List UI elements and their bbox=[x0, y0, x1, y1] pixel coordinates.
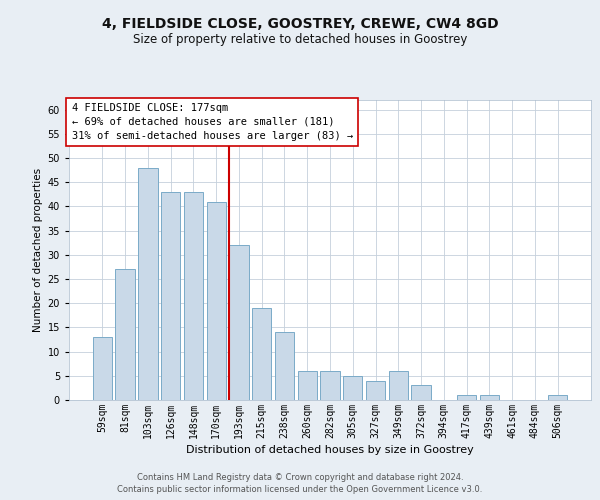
Bar bbox=[275, 332, 294, 400]
Bar bbox=[184, 192, 203, 400]
Bar bbox=[366, 380, 385, 400]
Text: 4, FIELDSIDE CLOSE, GOOSTREY, CREWE, CW4 8GD: 4, FIELDSIDE CLOSE, GOOSTREY, CREWE, CW4… bbox=[101, 18, 499, 32]
Bar bbox=[161, 192, 181, 400]
Bar bbox=[343, 376, 362, 400]
Bar bbox=[206, 202, 226, 400]
Bar bbox=[298, 371, 317, 400]
X-axis label: Distribution of detached houses by size in Goostrey: Distribution of detached houses by size … bbox=[186, 445, 474, 455]
Bar bbox=[412, 386, 431, 400]
Bar bbox=[548, 395, 567, 400]
Bar bbox=[479, 395, 499, 400]
Bar bbox=[93, 337, 112, 400]
Text: Contains HM Land Registry data © Crown copyright and database right 2024.
Contai: Contains HM Land Registry data © Crown c… bbox=[118, 472, 482, 494]
Bar bbox=[229, 245, 248, 400]
Bar bbox=[389, 371, 408, 400]
Bar bbox=[320, 371, 340, 400]
Bar bbox=[457, 395, 476, 400]
Bar bbox=[115, 270, 135, 400]
Bar bbox=[138, 168, 158, 400]
Bar bbox=[252, 308, 271, 400]
Y-axis label: Number of detached properties: Number of detached properties bbox=[34, 168, 43, 332]
Text: 4 FIELDSIDE CLOSE: 177sqm
← 69% of detached houses are smaller (181)
31% of semi: 4 FIELDSIDE CLOSE: 177sqm ← 69% of detac… bbox=[71, 103, 353, 141]
Text: Size of property relative to detached houses in Goostrey: Size of property relative to detached ho… bbox=[133, 32, 467, 46]
